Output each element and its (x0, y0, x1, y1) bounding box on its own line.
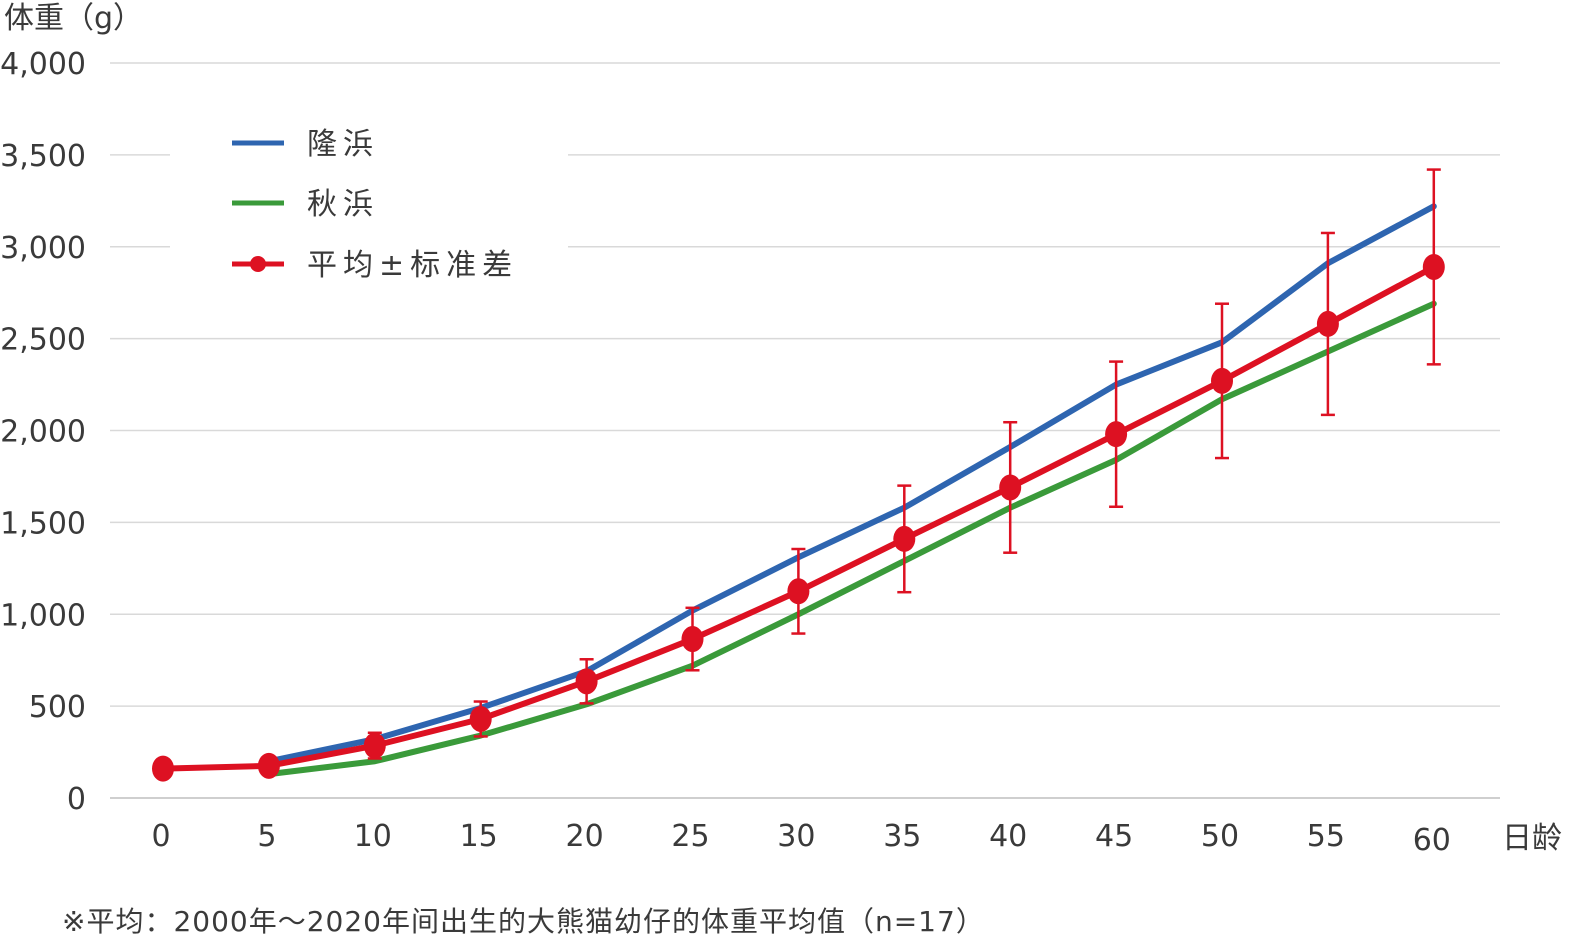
x-tick-label: 25 (671, 819, 709, 854)
data-point (1316, 310, 1339, 337)
data-point (893, 525, 916, 552)
x-tick-label: 20 (566, 819, 604, 854)
legend-label: 平均±标准差 (307, 248, 518, 283)
data-point (1211, 367, 1233, 394)
y-tick-label: 3,000 (0, 231, 86, 266)
x-tick-label: 5 (257, 819, 276, 854)
data-point (152, 755, 174, 782)
y-tick-label: 2,500 (0, 323, 86, 358)
y-tick-label: 4,000 (0, 47, 86, 82)
x-tick-label: 60 (1413, 823, 1451, 858)
data-point (575, 668, 598, 695)
y-tick-label: 0 (67, 782, 86, 817)
data-point (469, 705, 492, 732)
y-tick-label: 3,500 (0, 139, 86, 174)
x-tick-label: 45 (1095, 819, 1133, 854)
gridlines (110, 62, 1500, 799)
x-tick-label: 30 (777, 819, 815, 854)
x-tick-label: 50 (1201, 819, 1239, 854)
y-tick-label: 2,000 (0, 415, 86, 450)
y-axis-ticks: 0 500 1,000 1,500 2,000 2,500 3,000 3,500 4,000 (0, 47, 86, 817)
x-tick-label: 55 (1307, 819, 1345, 854)
data-point (999, 474, 1022, 501)
y-tick-label: 500 (29, 690, 86, 725)
y-axis-label: 体重（g） (4, 1, 143, 36)
data-point (681, 626, 704, 653)
footnote: ※平均：2000年～2020年间出生的大熊猫幼仔的体重平均值（n=17） (62, 905, 985, 938)
series-line-1 (265, 300, 1437, 778)
series-lines (160, 203, 1437, 778)
x-tick-label: 35 (883, 819, 921, 854)
x-tick-label: 0 (151, 819, 170, 854)
weight-chart: 05001,0001,5002,0002,5003,0003,5004,000 … (0, 1, 1562, 858)
series-line-0 (265, 203, 1437, 765)
y-tick-label: 1,500 (0, 506, 86, 541)
x-tick-label: 10 (354, 819, 392, 854)
series-markers (152, 253, 1445, 782)
data-point (787, 578, 810, 605)
y-tick-label: 1,000 (0, 598, 86, 633)
data-point (1422, 253, 1445, 280)
data-point (1105, 421, 1128, 448)
x-axis-ticks: 0 5 10 15 20 25 30 35 40 45 50 55 60 (151, 819, 1450, 858)
x-axis-label: 日龄 (1502, 821, 1562, 856)
legend-marker (250, 256, 266, 272)
legend-label: 隆浜 (307, 127, 379, 162)
x-tick-label: 15 (460, 819, 498, 854)
data-point (257, 752, 280, 779)
series-line-2 (160, 263, 1437, 772)
x-tick-label: 40 (989, 819, 1027, 854)
legend-label: 秋浜 (307, 187, 379, 222)
data-point (363, 732, 386, 759)
